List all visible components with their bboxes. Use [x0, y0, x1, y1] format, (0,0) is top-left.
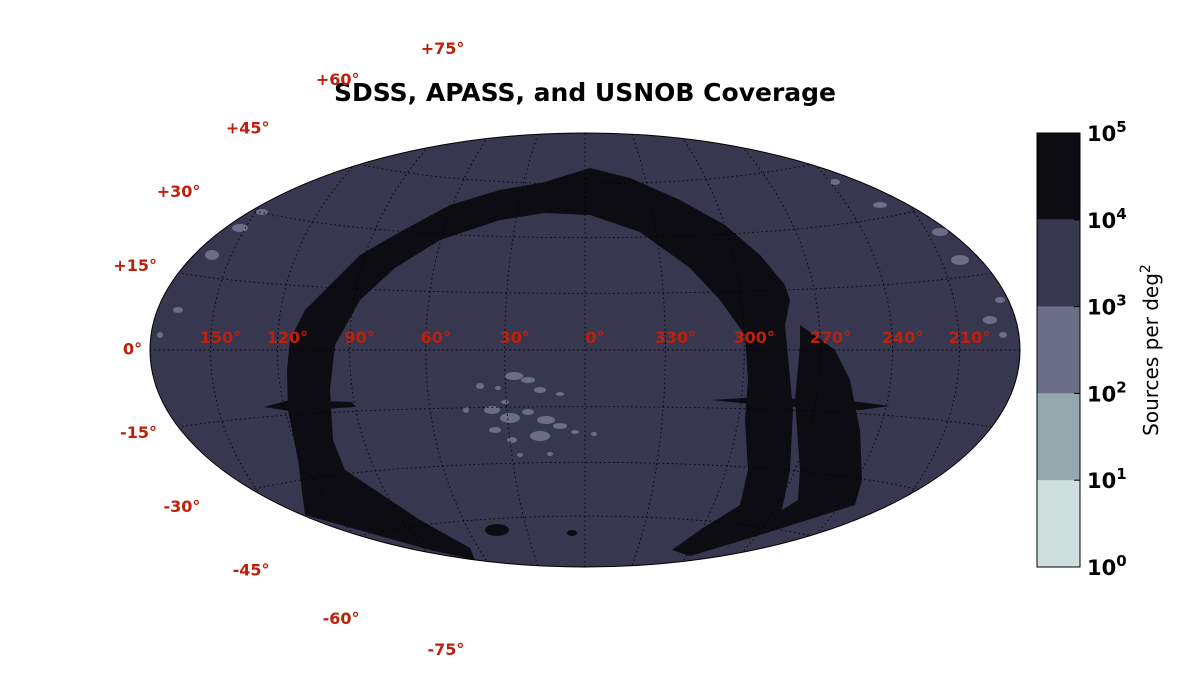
latitude-line: [473, 54, 698, 86]
longitude-line: [584, 133, 745, 567]
sparse-patch: [232, 224, 248, 232]
colorbar-tick-label: 105: [1087, 118, 1127, 146]
sparse-patch: [495, 386, 501, 390]
longitude-label: 60°: [421, 328, 451, 347]
latitude-label: +75°: [421, 39, 465, 58]
sparse-patch: [205, 250, 219, 260]
longitude-line: [425, 133, 586, 567]
sparse-patch: [553, 423, 567, 429]
colorbar-tick-label: 100: [1087, 552, 1127, 580]
west-spur: [264, 400, 355, 411]
sparse-patch: [157, 332, 163, 338]
latitude-line: [210, 196, 962, 239]
sparse-patch: [517, 453, 523, 457]
latitude-labels: +75° +60° +45° +30° +15° 0° -15° -30° -45° -60° -7…: [113, 39, 464, 659]
latitude-label: 0°: [123, 340, 142, 359]
colorbar-segment: [1037, 480, 1080, 567]
latitude-label: -60°: [323, 609, 360, 628]
latitude-label: +30°: [157, 182, 201, 201]
longitude-label: 330°: [655, 328, 696, 347]
sparse-patch: [591, 432, 597, 436]
sparse-patch: [534, 387, 546, 393]
sparse-patch: [830, 179, 840, 185]
sparse-patch: [507, 437, 517, 443]
latitude-label: -30°: [163, 497, 200, 516]
sparse-patch: [571, 430, 579, 434]
latitude-label: +60°: [316, 70, 360, 89]
sparse-patch: [547, 452, 553, 456]
sparse-patch: [484, 406, 500, 414]
dense-coverage-band: [287, 168, 862, 560]
colorbar-tick-label: 101: [1087, 465, 1127, 493]
sparse-patch: [173, 307, 183, 313]
sparse-patch: [522, 409, 534, 415]
latitude-label: +45°: [226, 119, 270, 138]
latitude-label: -15°: [120, 423, 157, 442]
longitude-label: 30°: [500, 328, 530, 347]
longitude-label: 150°: [200, 328, 241, 347]
sparse-patch: [873, 202, 887, 208]
colorbar-tick-label: 102: [1087, 378, 1127, 406]
latitude-line: [368, 566, 803, 567]
small-patch: [485, 524, 509, 536]
colorbar-segment: [1037, 306, 1080, 394]
sparse-patch: [489, 427, 501, 433]
longitude-label: 0°: [585, 328, 604, 347]
longitude-label: 300°: [733, 328, 774, 347]
sparse-patch: [505, 372, 523, 380]
longitude-label: 120°: [267, 328, 308, 347]
latitude-line: [168, 270, 1006, 294]
longitude-label: 240°: [882, 328, 923, 347]
sparse-patch: [500, 413, 520, 423]
sparse-patch: [476, 383, 484, 389]
latitude-line: [210, 461, 962, 504]
sparse-patch: [951, 255, 969, 265]
longitude-label: 270°: [810, 328, 851, 347]
latitude-line: [368, 133, 803, 134]
latitude-line: [473, 614, 698, 646]
band-gap: [782, 300, 800, 510]
colorbar-frame: [1036, 132, 1081, 568]
latitude-label: -75°: [427, 640, 464, 659]
sparse-patch: [999, 332, 1007, 338]
colorbar-tick-label: 103: [1087, 292, 1127, 320]
latitude-label: +15°: [113, 256, 157, 275]
sparse-patch: [995, 297, 1005, 303]
chart-title: SDSS, APASS, and USNOB Coverage: [334, 78, 836, 107]
colorbar-segment: [1037, 219, 1080, 307]
colorbar-segment: [1037, 393, 1080, 481]
colorbar-label: Sources per deg2: [1138, 264, 1163, 436]
sparse-patch: [932, 228, 948, 236]
colorbar: 100 101 102 103 104 105 Sources per deg2: [1036, 118, 1163, 580]
sparse-patch: [530, 431, 550, 441]
longitude-labels: 150° 120° 90° 60° 30° 0° 330° 300° 270° 240° 210°: [200, 328, 990, 347]
small-patch: [567, 530, 577, 536]
longitude-label: 210°: [949, 328, 990, 347]
colorbar-segment: [1037, 133, 1080, 220]
latitude-label: -45°: [233, 560, 270, 579]
sparse-patch: [537, 416, 555, 424]
colorbar-tick-label: 104: [1087, 205, 1127, 233]
sparse-patch: [983, 316, 997, 324]
sparse-patch: [463, 407, 469, 413]
sparse-patch: [521, 377, 535, 383]
east-spur: [712, 397, 890, 410]
density-layer: [157, 168, 1007, 560]
longitude-label: 90°: [344, 328, 374, 347]
sparse-patch: [256, 209, 268, 215]
latitude-line: [168, 406, 1006, 430]
sparse-patch: [501, 400, 509, 404]
graticule: [150, 54, 1020, 646]
sparse-patch: [556, 392, 564, 396]
